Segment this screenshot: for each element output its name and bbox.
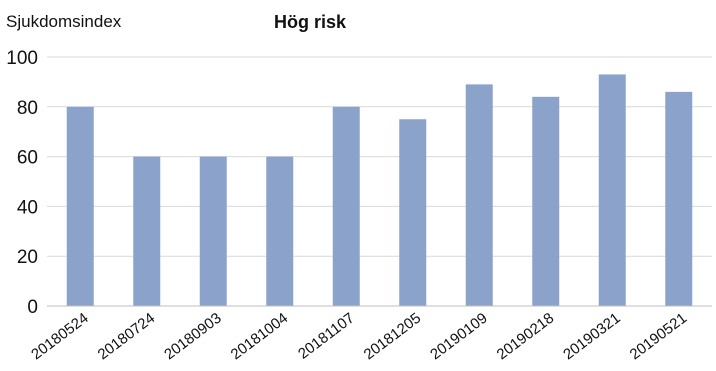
x-tick-label: 20190521: [627, 310, 691, 364]
y-tick-label: 20: [17, 247, 38, 268]
bar: [465, 84, 493, 306]
x-tick-label: 20190321: [560, 310, 624, 364]
bar: [532, 96, 560, 306]
bar: [133, 156, 161, 306]
bar: [199, 156, 227, 306]
y-tick-label: 80: [17, 98, 38, 119]
y-tick-label: 40: [17, 197, 38, 218]
x-tick-labels: 20180524 20180724 20180903 20181004 20181107…: [28, 310, 690, 364]
bar: [598, 74, 626, 307]
x-tick-label: 20180724: [95, 310, 159, 364]
bar: [665, 91, 693, 306]
y-axis-label: Sjukdomsindex: [6, 12, 122, 31]
y-tick-label: 100: [6, 48, 38, 69]
bar: [332, 106, 360, 306]
bar: [66, 106, 94, 306]
x-tick-label: 20181004: [228, 310, 292, 364]
y-tick-label: 60: [17, 148, 38, 169]
x-tick-label: 20181107: [295, 310, 358, 363]
x-tick-label: 20190109: [427, 310, 491, 364]
bar: [266, 156, 294, 306]
x-tick-label: 20181205: [361, 310, 425, 364]
chart-title: Hög risk: [274, 12, 347, 32]
bar: [399, 119, 427, 306]
x-tick-label: 20180903: [161, 310, 225, 364]
y-tick-label: 0: [27, 297, 38, 318]
y-tick-labels: 0 20 40 60 80 100: [6, 48, 38, 318]
bars: [66, 74, 693, 307]
x-tick-label: 20190218: [494, 310, 558, 364]
